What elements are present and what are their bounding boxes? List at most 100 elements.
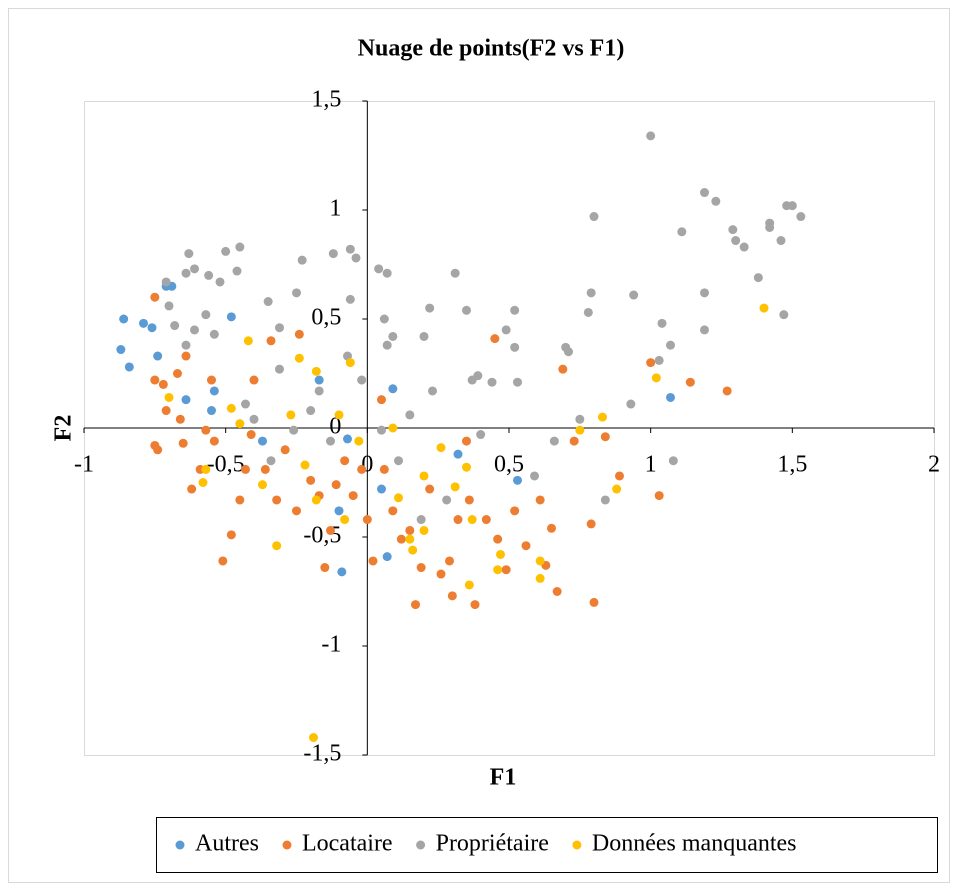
point: [209, 436, 219, 446]
point: [600, 432, 610, 442]
point: [348, 491, 358, 501]
point: [493, 565, 503, 575]
legend-marker: [572, 840, 582, 850]
point: [241, 464, 250, 474]
point: [677, 227, 687, 237]
point: [496, 549, 505, 559]
point: [521, 541, 531, 551]
point: [272, 495, 282, 505]
point: [589, 212, 599, 222]
point: [235, 495, 245, 505]
point: [615, 471, 624, 481]
point: [646, 358, 656, 368]
point: [297, 255, 307, 265]
point: [416, 563, 426, 573]
x-tick-label: 2: [928, 452, 940, 478]
point: [464, 495, 474, 505]
point: [646, 131, 656, 141]
point: [272, 541, 282, 551]
point: [728, 225, 738, 235]
point: [600, 495, 610, 505]
point: [436, 443, 446, 453]
point: [711, 196, 721, 206]
point: [462, 305, 471, 315]
point: [379, 464, 389, 474]
point: [187, 484, 197, 494]
point: [226, 312, 236, 322]
point: [428, 386, 437, 396]
point: [549, 436, 559, 446]
point: [668, 456, 678, 466]
point: [207, 406, 216, 416]
legend-label: Locataire: [302, 831, 393, 857]
point: [300, 460, 310, 470]
point: [150, 292, 160, 302]
point: [292, 506, 301, 516]
point: [173, 369, 182, 378]
point: [405, 410, 415, 420]
point: [260, 464, 270, 474]
point: [161, 406, 171, 416]
point: [481, 515, 491, 525]
point: [510, 342, 520, 352]
point: [547, 523, 556, 533]
point: [586, 288, 596, 298]
point: [510, 506, 520, 516]
point: [759, 303, 769, 313]
point: [275, 323, 284, 333]
point: [170, 321, 180, 331]
point: [357, 375, 367, 385]
point: [501, 565, 511, 575]
point: [382, 268, 392, 278]
legend-label: Données manquantes: [592, 831, 797, 857]
point: [685, 377, 695, 387]
point: [258, 436, 267, 446]
point: [343, 434, 352, 444]
legend-marker: [416, 840, 426, 850]
point: [564, 347, 573, 357]
point: [445, 556, 454, 566]
point: [377, 425, 386, 435]
point: [201, 464, 211, 474]
point: [362, 515, 372, 525]
point: [765, 222, 775, 232]
point: [530, 471, 539, 481]
point: [190, 264, 199, 274]
point: [178, 438, 188, 448]
point: [501, 325, 511, 335]
point: [583, 307, 593, 317]
point: [394, 493, 403, 503]
y-tick-label: 0: [329, 414, 341, 440]
point: [334, 410, 344, 420]
point: [462, 436, 471, 446]
point: [405, 525, 415, 535]
point: [425, 303, 435, 313]
point: [345, 358, 355, 368]
point: [535, 556, 545, 566]
point: [586, 519, 596, 529]
y-tick-label: 0,5: [311, 305, 341, 331]
point: [379, 314, 389, 324]
point: [382, 552, 392, 562]
point: [226, 403, 236, 413]
point: [411, 600, 420, 610]
point: [181, 340, 191, 350]
point: [161, 277, 171, 287]
y-tick-label: 1,5: [311, 87, 341, 113]
point: [306, 475, 316, 485]
point: [249, 375, 259, 385]
point: [666, 340, 675, 350]
point: [326, 525, 335, 535]
point: [442, 495, 452, 505]
point: [354, 436, 364, 446]
point: [405, 534, 415, 544]
point: [598, 412, 607, 422]
point: [246, 430, 256, 440]
point: [209, 386, 219, 396]
point: [116, 345, 126, 355]
legend-box: [156, 817, 938, 873]
point: [513, 475, 522, 485]
point: [558, 364, 568, 374]
point: [158, 379, 168, 389]
point: [396, 534, 406, 544]
